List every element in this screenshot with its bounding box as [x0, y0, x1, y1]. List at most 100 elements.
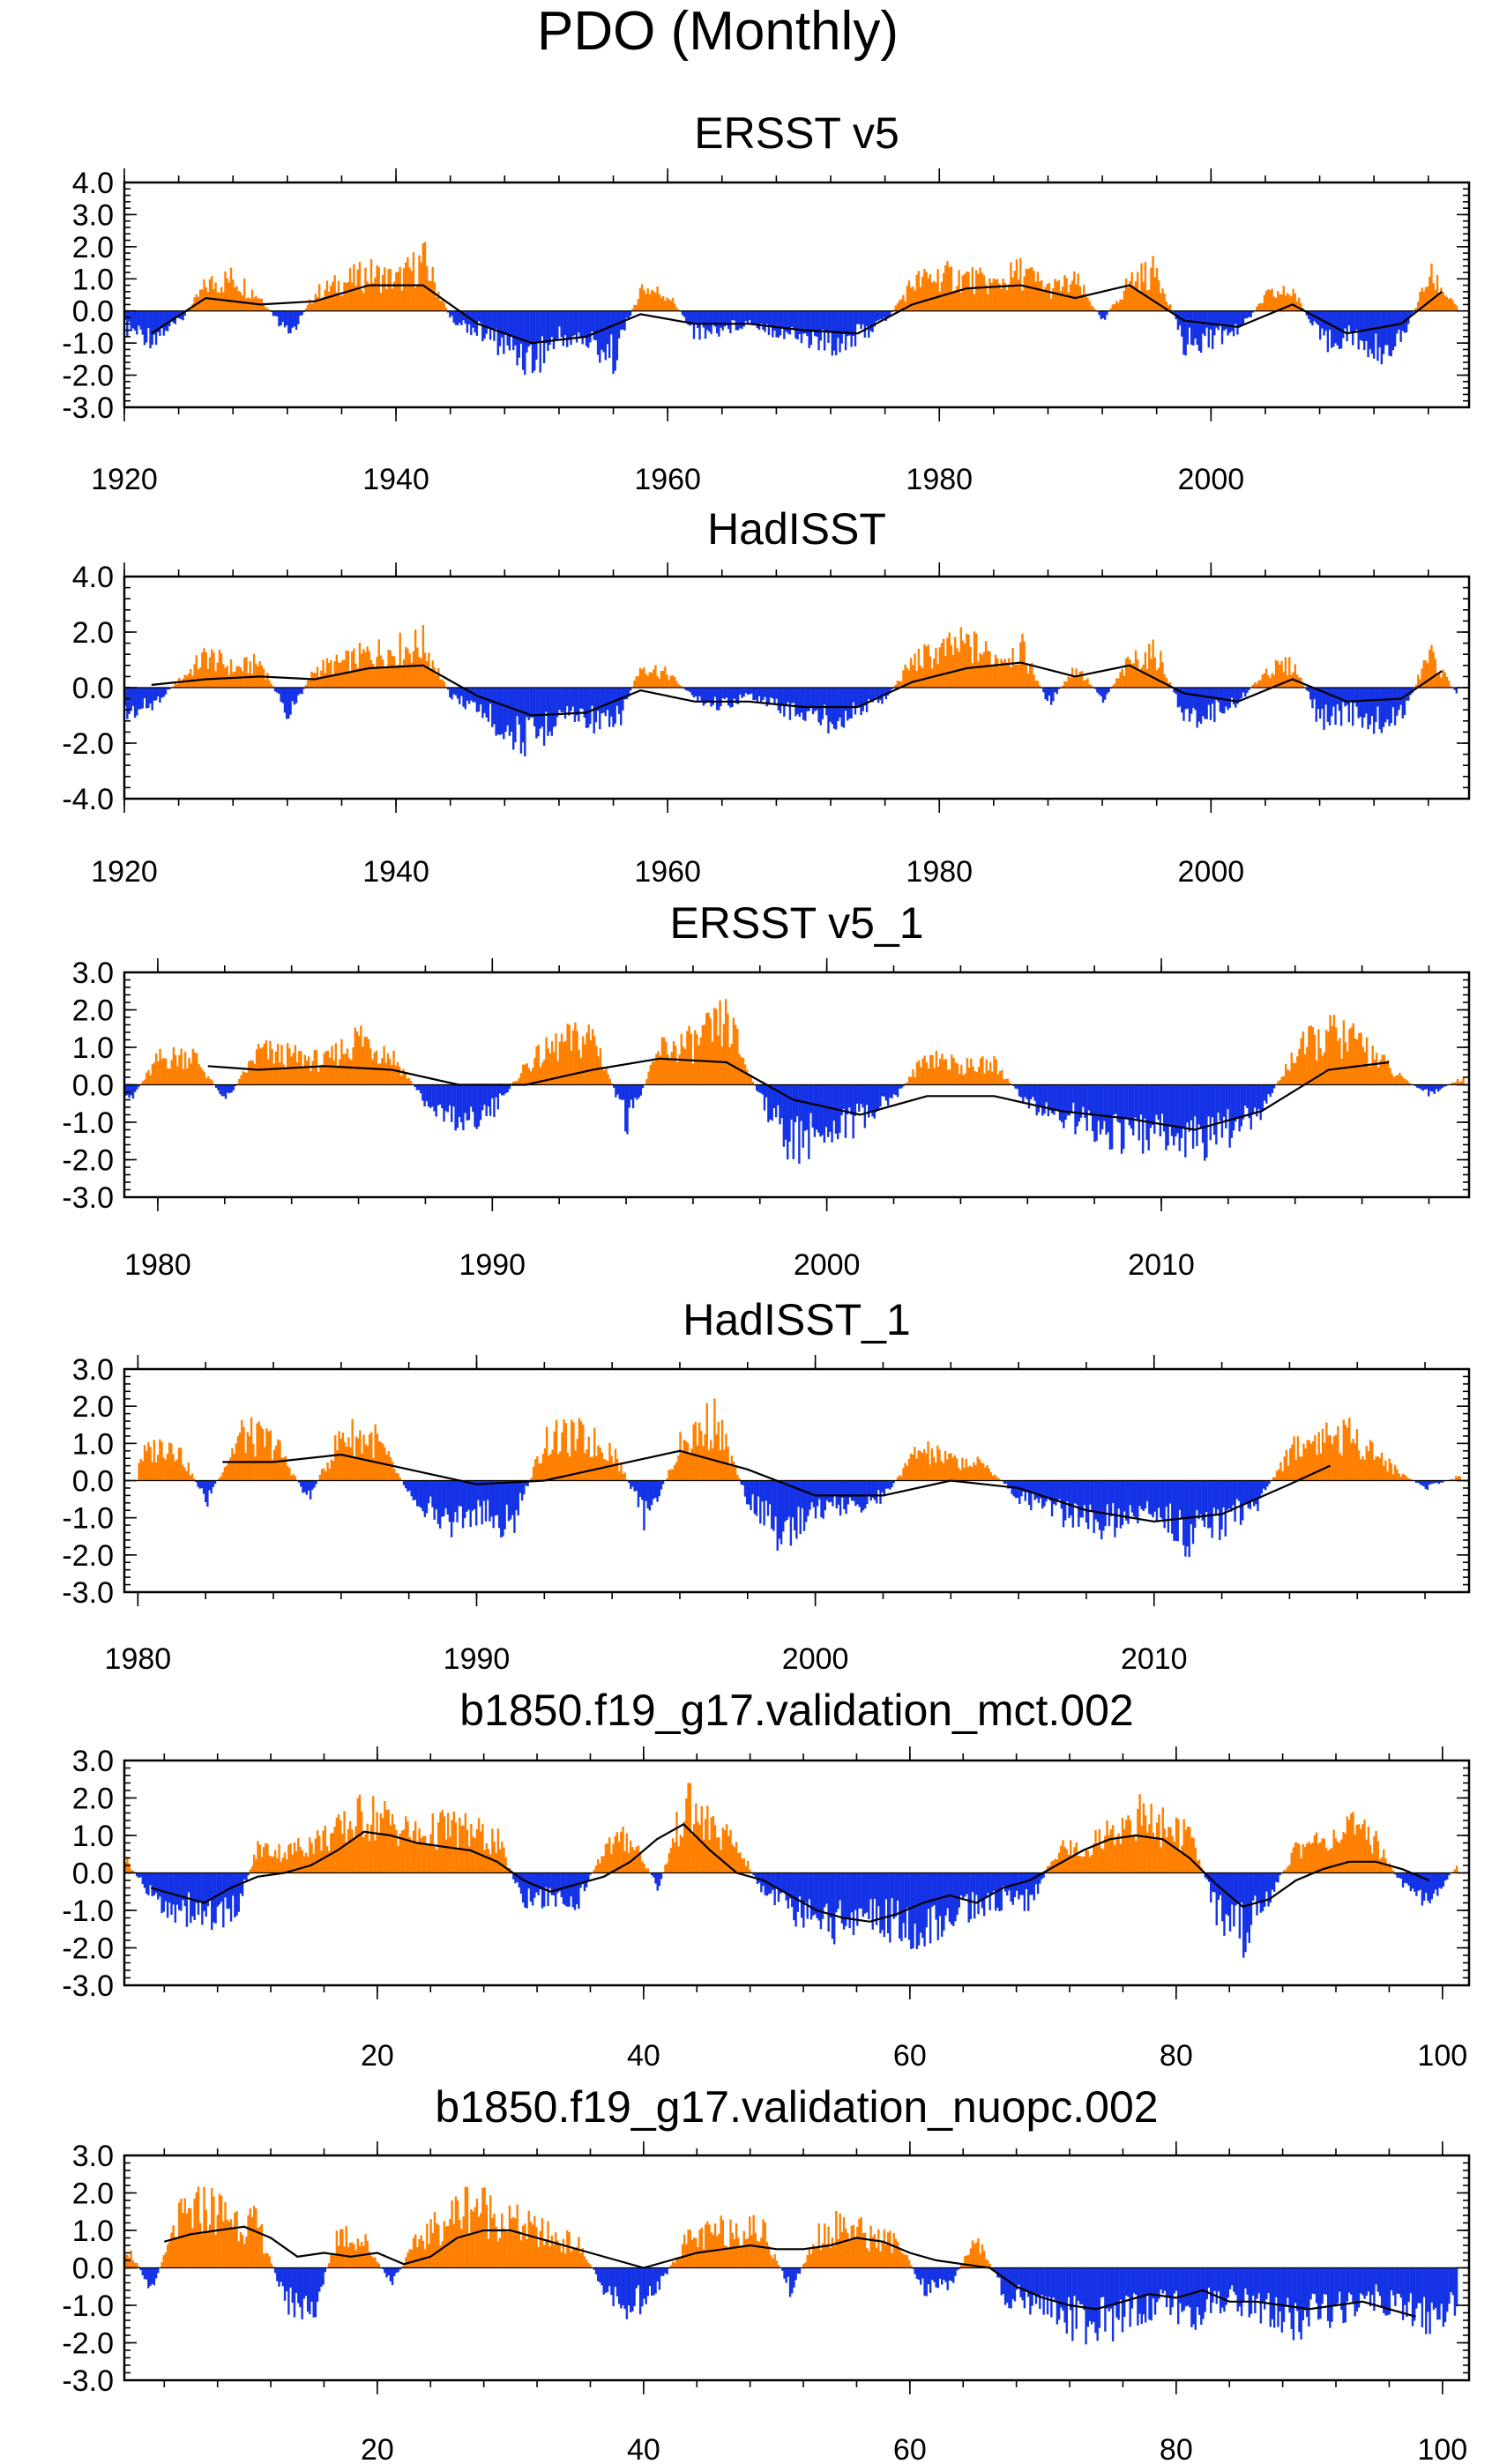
- bar-negative: [486, 1480, 489, 1500]
- y-tick-label: -1.0: [62, 1502, 114, 1536]
- bar-negative: [1413, 1872, 1416, 1892]
- bar-positive: [713, 2223, 717, 2268]
- bar-negative: [736, 688, 740, 704]
- bar-positive: [727, 2247, 730, 2268]
- bar-positive: [1426, 286, 1429, 311]
- bar-negative: [766, 1480, 770, 1516]
- bar-negative: [847, 1872, 849, 1919]
- bar-negative: [293, 2267, 296, 2318]
- bar-negative: [948, 2267, 951, 2281]
- bar-negative: [1178, 688, 1182, 707]
- bar-positive: [1057, 279, 1061, 311]
- bar-negative: [817, 1084, 820, 1133]
- bar-positive: [902, 294, 905, 311]
- bar-negative: [952, 2267, 955, 2283]
- y-tick-label: -2.0: [62, 727, 114, 761]
- bar-positive: [381, 659, 384, 688]
- bar-positive: [917, 648, 921, 688]
- bar-positive: [372, 2257, 375, 2268]
- bar-positive: [670, 1052, 674, 1085]
- bar-positive: [407, 1821, 409, 1873]
- bar-negative: [1002, 1872, 1005, 1887]
- bar-positive: [1304, 1448, 1307, 1481]
- bar-negative: [1107, 1084, 1109, 1133]
- bar-negative: [765, 688, 768, 707]
- bar-negative: [475, 1480, 478, 1526]
- bar-positive: [676, 1061, 679, 1085]
- bar-positive: [1090, 305, 1093, 311]
- bar-negative: [1099, 1084, 1102, 1135]
- bar-positive: [245, 657, 248, 688]
- bar-negative: [278, 2267, 280, 2287]
- bar-positive: [900, 1476, 903, 1481]
- bar-negative: [1419, 1480, 1421, 1485]
- bar-negative: [869, 688, 872, 702]
- bar-negative: [596, 310, 600, 355]
- bar-negative: [1094, 688, 1097, 689]
- bar-positive: [433, 282, 436, 311]
- bar-positive: [610, 1083, 614, 1085]
- bar-negative: [773, 1872, 776, 1906]
- bar-negative: [1176, 310, 1180, 331]
- bar-positive: [1359, 1828, 1362, 1873]
- bar-positive: [664, 301, 667, 311]
- bar-positive: [1181, 1845, 1183, 1873]
- bar-negative: [808, 1084, 810, 1159]
- bar-positive: [337, 280, 340, 311]
- bar-negative: [650, 2267, 653, 2296]
- bar-negative: [1118, 1084, 1122, 1123]
- bar-negative: [702, 688, 705, 706]
- bar-positive: [987, 2260, 989, 2268]
- bar-negative: [276, 310, 279, 316]
- bar-positive: [1419, 679, 1421, 688]
- bar-positive: [358, 262, 362, 311]
- bar-negative: [126, 688, 129, 719]
- bar-positive: [981, 272, 983, 311]
- bar-positive: [211, 649, 213, 688]
- bar-positive: [493, 1842, 496, 1873]
- bar-negative: [1246, 2267, 1249, 2295]
- bar-positive: [1093, 1843, 1095, 1873]
- bar-negative: [622, 1084, 625, 1100]
- bar-negative: [1342, 310, 1345, 339]
- bar-positive: [174, 2237, 177, 2268]
- bar-positive: [348, 2242, 352, 2268]
- bar-positive: [145, 1450, 148, 1481]
- bar-negative: [550, 688, 553, 736]
- bar-negative: [627, 1480, 630, 1484]
- bar-positive: [722, 1024, 726, 1085]
- bar-positive: [677, 1846, 680, 1873]
- bar-negative: [295, 688, 298, 703]
- bar-negative: [554, 310, 557, 340]
- bar-positive: [638, 667, 642, 688]
- bar-positive: [1253, 681, 1257, 688]
- bar-negative: [884, 1872, 888, 1900]
- bar-positive: [243, 658, 246, 688]
- bar-negative: [841, 1480, 844, 1498]
- bar-negative: [1235, 1084, 1237, 1122]
- bar-positive: [1283, 1456, 1286, 1481]
- bar-positive: [379, 1441, 383, 1481]
- bar-positive: [762, 2219, 765, 2268]
- bar-positive: [671, 2261, 675, 2268]
- bar-positive: [1451, 1872, 1454, 1873]
- bar-positive: [435, 1850, 438, 1873]
- bar-positive: [581, 2247, 584, 2268]
- bar-negative: [1367, 310, 1369, 358]
- bar-negative: [1401, 688, 1404, 718]
- bar-positive: [277, 1439, 280, 1481]
- bar-positive: [164, 1459, 168, 1481]
- bar-positive: [236, 1083, 239, 1085]
- bar-negative: [776, 1480, 779, 1551]
- bar-negative: [1396, 688, 1399, 716]
- bar-negative: [1051, 1084, 1054, 1113]
- bar-positive: [1289, 1448, 1292, 1481]
- bar-negative: [1098, 310, 1100, 316]
- bar-positive: [1163, 674, 1166, 688]
- bar-positive: [1017, 664, 1020, 688]
- bar-negative: [433, 1084, 436, 1112]
- bar-negative: [1240, 310, 1243, 326]
- bar-positive: [1452, 1082, 1455, 1085]
- bar-positive: [138, 1463, 140, 1481]
- bar-positive: [416, 284, 419, 311]
